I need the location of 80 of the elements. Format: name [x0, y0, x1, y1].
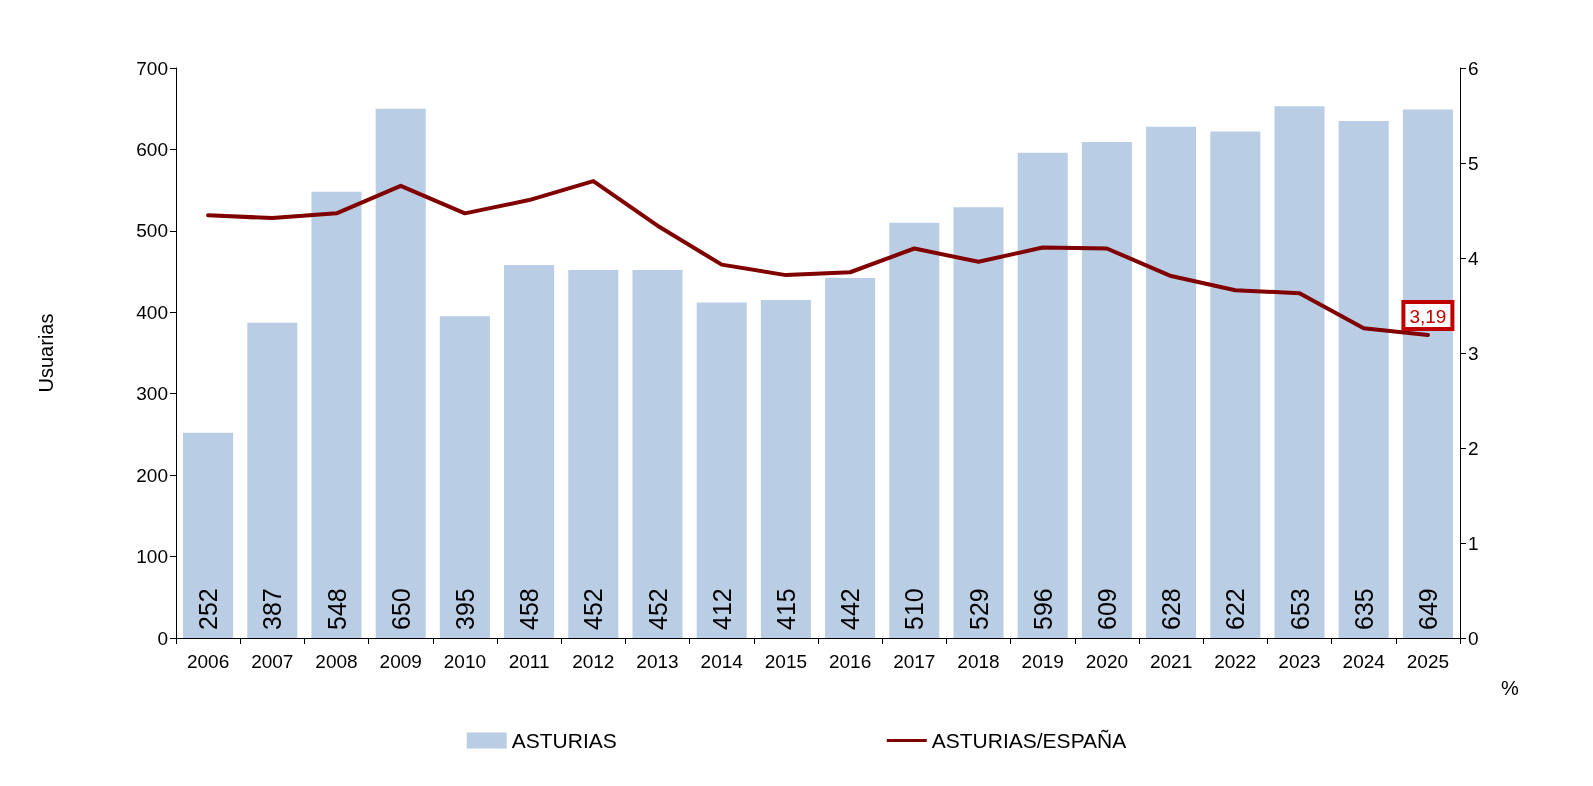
y2-tick-label: 1 — [1468, 532, 1479, 554]
bar — [889, 222, 940, 638]
x-tick-label: 2012 — [572, 651, 615, 672]
data-label: 609 — [1092, 588, 1121, 630]
data-label: 452 — [579, 588, 608, 630]
data-label: 252 — [194, 588, 223, 630]
data-label: 452 — [643, 588, 672, 630]
x-tick-label: 2020 — [1085, 651, 1129, 672]
data-label: 387 — [258, 588, 287, 630]
bar — [311, 191, 362, 638]
y-tick-label: 200 — [136, 464, 168, 486]
y2-tick-label: 5 — [1468, 152, 1479, 174]
y-tick-label: 100 — [136, 546, 168, 568]
data-label: 649 — [1413, 588, 1442, 630]
data-label: 415 — [771, 588, 800, 630]
bar — [632, 269, 683, 638]
data-label: 596 — [1028, 588, 1057, 630]
x-tick-label: 2024 — [1342, 651, 1386, 672]
bar — [696, 302, 747, 638]
x-tick-label: 2025 — [1406, 651, 1450, 672]
data-label: 622 — [1221, 588, 1250, 630]
y-tick-label: 300 — [136, 383, 168, 405]
bar — [1017, 152, 1068, 638]
x-tick-label: 2007 — [251, 651, 294, 672]
x-tick-label: 2019 — [1021, 651, 1064, 672]
y2-tick-label: 4 — [1468, 247, 1479, 269]
bar — [1081, 142, 1132, 638]
bar — [568, 269, 619, 638]
data-label: 635 — [1349, 588, 1378, 630]
y-tick-label: 500 — [136, 220, 168, 242]
x-tick-label: 2021 — [1149, 651, 1193, 672]
y2-tick-label: 3 — [1468, 342, 1479, 364]
y2-tick-label: 0 — [1468, 627, 1479, 649]
x-tick-label: 2010 — [443, 651, 487, 672]
data-label: 650 — [386, 588, 415, 630]
data-label: 548 — [322, 588, 351, 630]
bar — [247, 322, 298, 638]
x-tick-label: 2022 — [1214, 651, 1257, 672]
x-tick-label: 2006 — [186, 651, 230, 672]
bar — [1210, 131, 1261, 638]
x-tick-label: 2023 — [1278, 651, 1321, 672]
data-label: 653 — [1285, 588, 1314, 630]
data-label: 510 — [900, 588, 929, 630]
bar — [1402, 109, 1453, 638]
y2-tick-label: 2 — [1468, 437, 1479, 459]
x-tick-label: 2013 — [636, 651, 679, 672]
y-axis-title: Usuarias — [35, 313, 57, 393]
y-tick-label: 700 — [136, 57, 168, 79]
bar — [1146, 126, 1197, 638]
y-tick-label: 400 — [136, 301, 168, 323]
bar — [760, 300, 811, 638]
data-label: 458 — [515, 588, 544, 630]
x-tick-label: 2017 — [893, 651, 936, 672]
legend-label: ASTURIAS — [511, 729, 617, 752]
data-label: 529 — [964, 588, 993, 630]
data-label: 442 — [836, 588, 865, 630]
y2-axis-title: % — [1501, 677, 1520, 699]
bar — [504, 265, 555, 638]
bar — [183, 432, 234, 638]
x-tick-label: 2018 — [957, 651, 1000, 672]
bar — [825, 278, 876, 638]
bar — [953, 207, 1004, 638]
data-label: 412 — [707, 588, 736, 630]
bar — [375, 108, 426, 638]
y2-tick-label: 6 — [1468, 57, 1479, 79]
x-tick-label: 2016 — [828, 651, 872, 672]
y-tick-label: 0 — [157, 627, 168, 649]
data-label: 3,19 — [1409, 305, 1447, 327]
y-tick-label: 600 — [136, 138, 168, 160]
x-tick-label: 2011 — [508, 651, 550, 672]
data-label: 395 — [450, 588, 479, 630]
x-tick-label: 2008 — [315, 651, 358, 672]
bar — [1338, 120, 1389, 638]
bar — [1274, 106, 1325, 638]
data-label: 628 — [1157, 588, 1186, 630]
x-tick-label: 2015 — [764, 651, 808, 672]
x-tick-label: 2014 — [700, 651, 744, 672]
bar — [439, 316, 490, 638]
legend-label: ASTURIAS/ESPAÑA — [931, 729, 1127, 752]
x-tick-label: 2009 — [379, 651, 422, 672]
